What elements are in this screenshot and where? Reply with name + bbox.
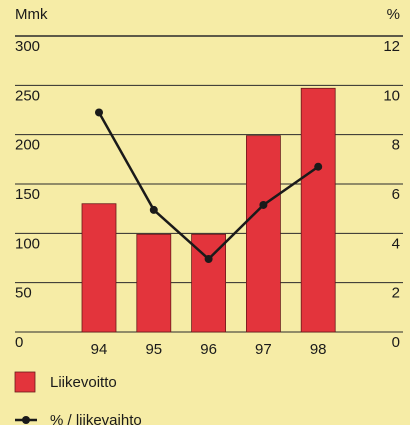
y2-tick-label: 4	[392, 235, 400, 252]
point	[259, 200, 268, 209]
legend-label: % / liikevaihto	[50, 412, 142, 425]
y2-tick-label: 12	[383, 38, 400, 55]
y-tick-label: 50	[15, 285, 32, 302]
y2-tick-label: 6	[392, 186, 400, 203]
point	[204, 254, 213, 263]
point	[95, 108, 103, 117]
y-tick-label: 100	[15, 235, 40, 252]
y-axis-label: Mmk	[15, 6, 48, 23]
y2-tick-label: 2	[392, 285, 400, 302]
legend-swatch	[14, 371, 36, 393]
bar	[81, 203, 117, 333]
x-tick-label: 97	[255, 341, 272, 358]
y2-tick-label: 8	[392, 137, 400, 154]
bar	[245, 135, 281, 333]
y-tick-label: 150	[15, 186, 40, 203]
bar	[191, 233, 227, 333]
y-tick-label: 250	[15, 87, 40, 104]
point	[149, 205, 158, 214]
bar	[136, 233, 172, 333]
y2-axis-label: %	[387, 6, 400, 23]
x-tick-label: 98	[310, 341, 327, 358]
point	[314, 162, 323, 171]
y2-tick-label: 10	[383, 87, 400, 104]
x-tick-label: 95	[145, 341, 162, 358]
bar	[300, 87, 336, 333]
legend-point	[22, 416, 30, 424]
y-tick-label: 200	[15, 137, 40, 154]
legend-label: Liikevoitto	[50, 374, 117, 391]
y2-tick-label: 0	[392, 334, 400, 351]
y-tick-label: 300	[15, 38, 40, 55]
x-tick-label: 94	[91, 341, 108, 358]
x-tick-label: 96	[200, 341, 217, 358]
y-tick-label: 0	[15, 334, 23, 351]
